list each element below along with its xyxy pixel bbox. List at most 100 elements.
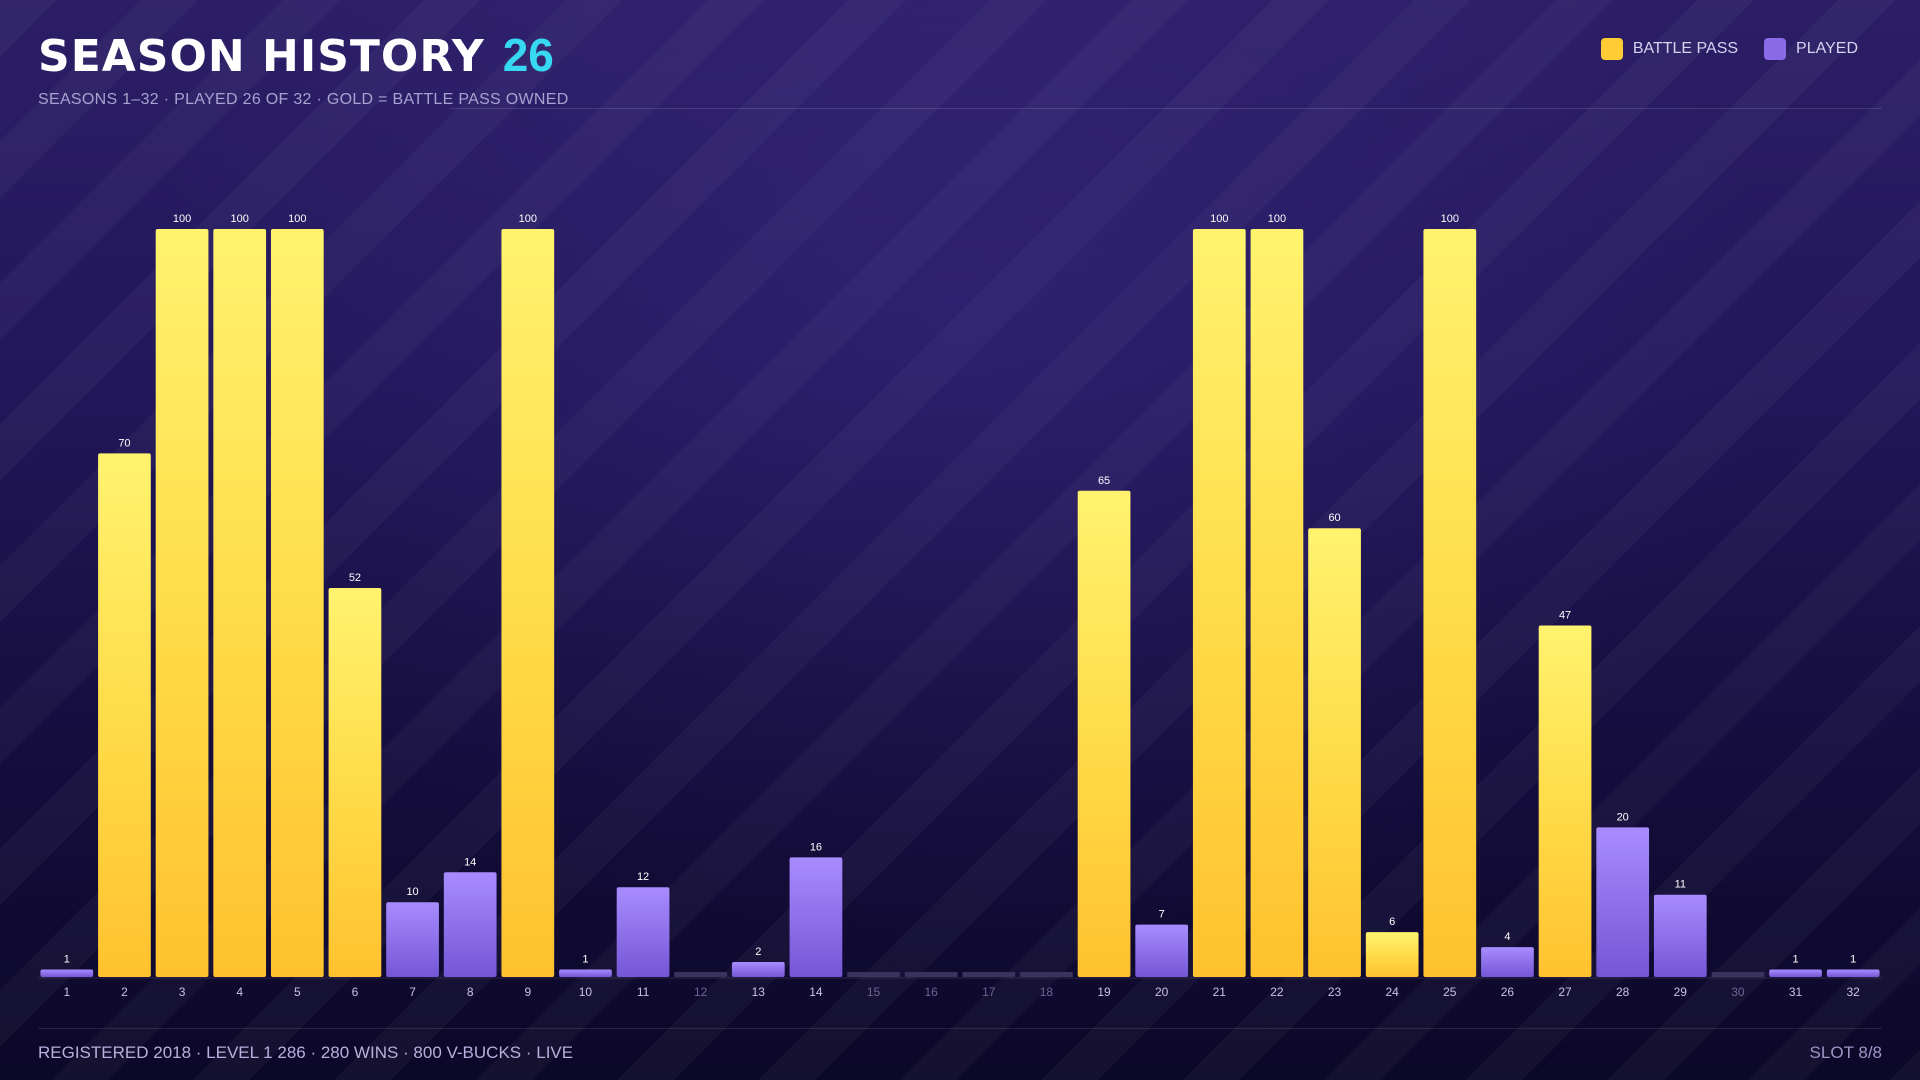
legend-item-battle-pass: BATTLE PASS xyxy=(1600,38,1739,60)
tick-label-season-32: 32 xyxy=(1847,985,1861,999)
bar-season-31[interactable] xyxy=(1769,969,1822,977)
tick-label-season-30: 30 xyxy=(1731,985,1745,999)
legend-item-played: PLAYED xyxy=(1764,38,1858,60)
value-label-season-5: 100 xyxy=(288,213,306,225)
tick-label-season-14: 14 xyxy=(809,985,823,999)
value-label-season-21: 100 xyxy=(1210,213,1228,225)
legend-swatch-played xyxy=(1764,38,1787,60)
bar-season-6[interactable] xyxy=(328,588,382,977)
bar-season-22[interactable] xyxy=(1250,229,1304,977)
value-label-season-2: 70 xyxy=(118,437,130,449)
value-label-season-8: 14 xyxy=(464,856,476,868)
bar-season-8[interactable] xyxy=(443,872,497,977)
bar-season-29[interactable] xyxy=(1653,894,1707,977)
tick-label-season-17: 17 xyxy=(982,985,996,999)
bar-season-25[interactable] xyxy=(1423,229,1477,977)
bar-season-27[interactable] xyxy=(1538,625,1592,977)
bar-season-20[interactable] xyxy=(1135,924,1189,977)
tick-label-season-22: 22 xyxy=(1270,985,1284,999)
bar-season-10[interactable] xyxy=(559,969,612,977)
value-label-season-29: 11 xyxy=(1675,879,1686,891)
bar-season-2[interactable] xyxy=(98,453,151,977)
value-label-season-25: 100 xyxy=(1441,213,1459,225)
bar-season-12 xyxy=(674,972,728,977)
tick-label-season-10: 10 xyxy=(579,985,593,999)
bar-season-7[interactable] xyxy=(386,902,439,977)
tick-label-season-25: 25 xyxy=(1443,985,1457,999)
bar-season-26[interactable] xyxy=(1481,947,1534,977)
bar-season-5[interactable] xyxy=(270,229,324,977)
value-label-season-6: 52 xyxy=(349,572,361,584)
page-subtitle: SEASONS 1–32 · PLAYED 26 OF 32 · GOLD = … xyxy=(38,91,569,108)
value-label-season-13: 2 xyxy=(755,946,761,958)
legend: BATTLE PASS PLAYED xyxy=(1600,38,1858,60)
bar-season-30 xyxy=(1711,972,1765,977)
value-label-season-24: 6 xyxy=(1389,916,1395,928)
bar-season-23[interactable] xyxy=(1308,528,1361,977)
value-label-season-11: 12 xyxy=(637,871,649,883)
title-row: SEASON HISTORY 26 xyxy=(38,28,554,82)
tick-label-season-28: 28 xyxy=(1616,985,1630,999)
tick-label-season-9: 9 xyxy=(524,985,531,999)
value-label-season-1: 1 xyxy=(64,954,70,966)
value-label-season-3: 100 xyxy=(173,213,191,225)
tick-label-season-16: 16 xyxy=(925,985,939,999)
bar-season-18 xyxy=(1020,972,1073,977)
legend-label-battle-pass: BATTLE PASS xyxy=(1632,40,1739,57)
bar-season-15 xyxy=(847,972,900,977)
value-label-season-22: 100 xyxy=(1268,213,1286,225)
bar-season-19[interactable] xyxy=(1077,490,1131,977)
bar-season-28[interactable] xyxy=(1596,827,1650,977)
bar-season-4[interactable] xyxy=(213,229,267,977)
bar-season-3[interactable] xyxy=(155,229,209,977)
footer-divider xyxy=(38,1028,1882,1029)
value-label-season-7: 10 xyxy=(406,886,418,898)
bar-season-21[interactable] xyxy=(1192,229,1246,977)
value-label-season-19: 65 xyxy=(1098,475,1110,487)
bar-season-9[interactable] xyxy=(501,229,555,977)
tick-label-season-11: 11 xyxy=(637,985,650,999)
bar-season-1[interactable] xyxy=(40,969,94,977)
tick-label-season-23: 23 xyxy=(1328,985,1342,999)
bar-season-14[interactable] xyxy=(789,857,843,977)
tick-label-season-19: 19 xyxy=(1097,985,1111,999)
header-divider xyxy=(450,108,1882,109)
tick-label-season-18: 18 xyxy=(1040,985,1054,999)
bar-season-11[interactable] xyxy=(616,887,670,977)
value-label-season-9: 100 xyxy=(519,213,537,225)
tick-label-season-7: 7 xyxy=(409,985,416,999)
value-label-season-26: 4 xyxy=(1504,931,1510,943)
value-label-season-14: 16 xyxy=(810,841,822,853)
tick-label-season-1: 1 xyxy=(63,985,70,999)
slot-indicator: SLOT 8/8 xyxy=(1809,1043,1882,1062)
bar-season-13[interactable] xyxy=(731,962,785,977)
value-label-season-27: 47 xyxy=(1559,609,1571,621)
legend-label-played: PLAYED xyxy=(1796,40,1858,57)
bar-season-32[interactable] xyxy=(1826,969,1880,977)
footer-stats: REGISTERED 2018 · LEVEL 1 286 · 280 WINS… xyxy=(38,1043,574,1062)
value-label-season-32: 1 xyxy=(1850,954,1856,966)
value-label-season-10: 1 xyxy=(582,954,588,966)
tick-label-season-29: 29 xyxy=(1674,985,1688,999)
bar-season-17 xyxy=(962,972,1016,977)
tick-label-season-6: 6 xyxy=(352,985,359,999)
tick-label-season-4: 4 xyxy=(236,985,243,999)
tick-label-season-21: 21 xyxy=(1213,985,1227,999)
tick-label-season-5: 5 xyxy=(294,985,301,999)
value-label-season-4: 100 xyxy=(231,213,249,225)
tick-label-season-24: 24 xyxy=(1386,985,1400,999)
tick-label-season-15: 15 xyxy=(867,985,881,999)
tick-label-season-13: 13 xyxy=(752,985,766,999)
tick-label-season-2: 2 xyxy=(121,985,128,999)
tick-label-season-3: 3 xyxy=(179,985,186,999)
page-title: SEASON HISTORY xyxy=(38,31,485,82)
legend-swatch-battle-pass xyxy=(1600,38,1623,60)
value-label-season-31: 1 xyxy=(1793,954,1799,966)
tick-label-season-12: 12 xyxy=(694,985,708,999)
tick-label-season-26: 26 xyxy=(1501,985,1515,999)
bar-season-24[interactable] xyxy=(1365,932,1419,977)
tick-label-season-27: 27 xyxy=(1558,985,1572,999)
tick-label-season-8: 8 xyxy=(467,985,474,999)
